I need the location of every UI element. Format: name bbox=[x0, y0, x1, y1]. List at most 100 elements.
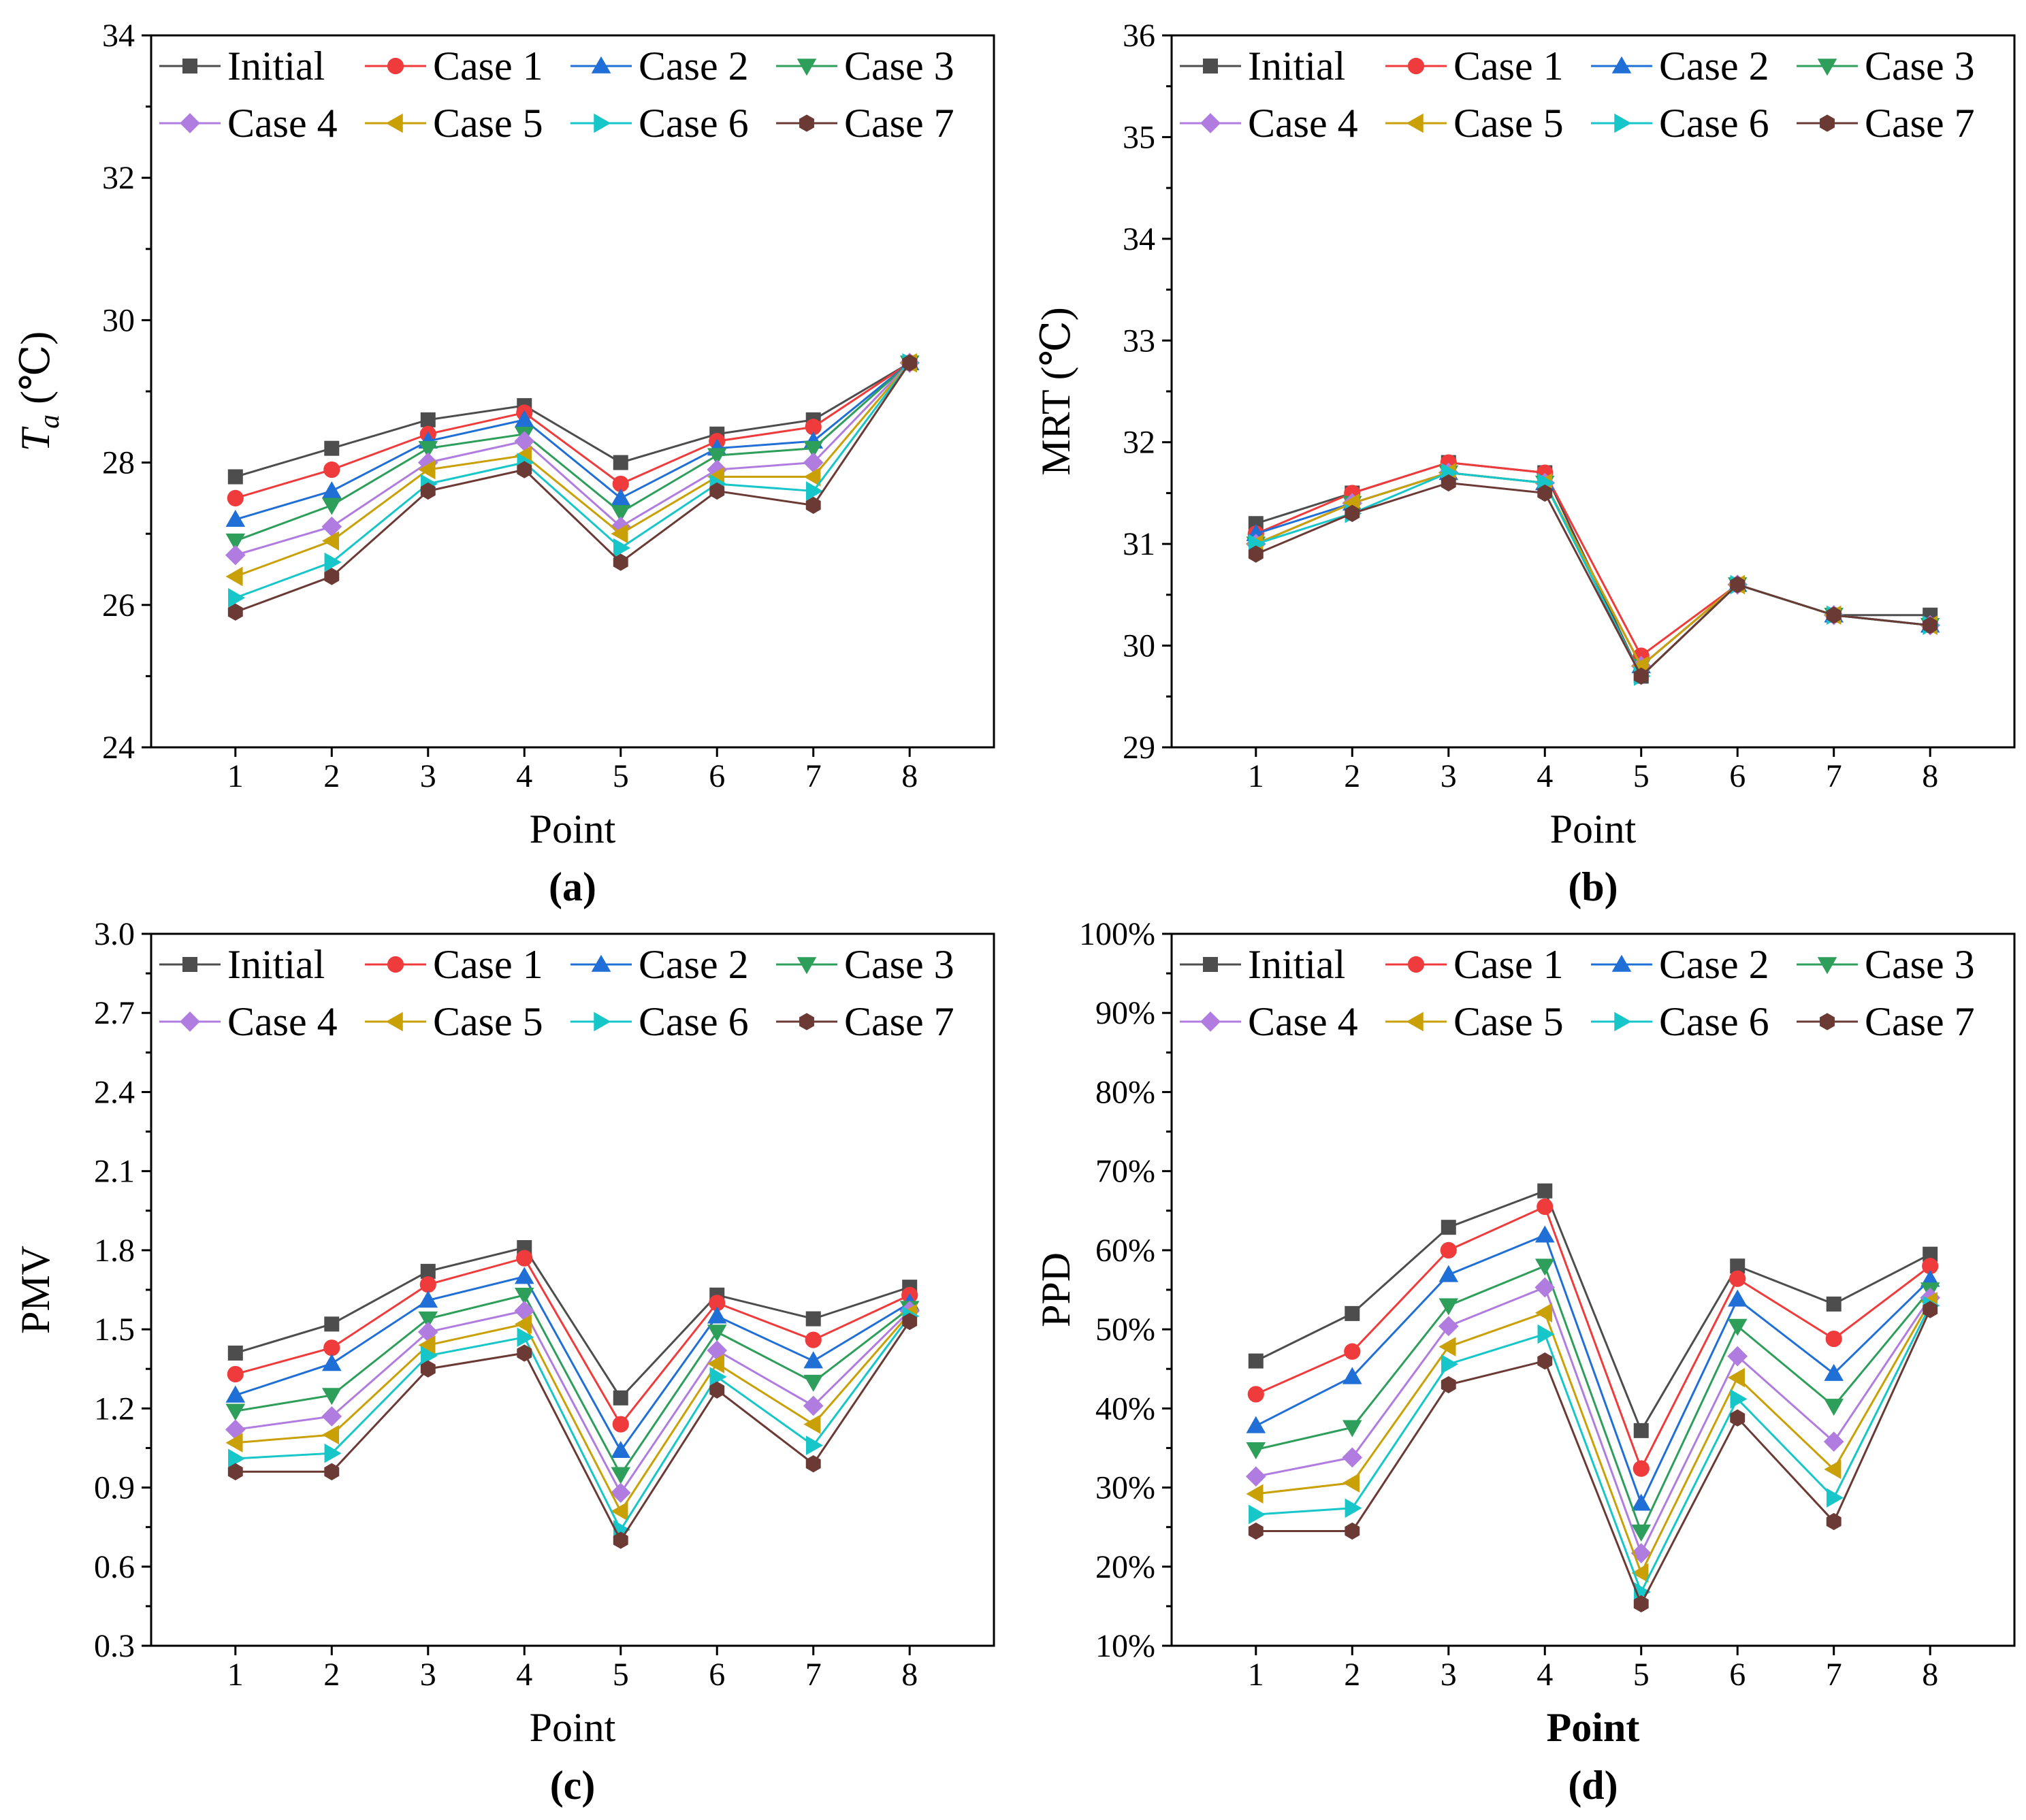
legend-label: Initial bbox=[227, 44, 325, 88]
legend-label: Case 7 bbox=[844, 101, 954, 146]
data-point bbox=[321, 1354, 342, 1371]
x-tick-label: 1 bbox=[227, 758, 244, 794]
y-tick-label: 10% bbox=[1095, 1628, 1155, 1664]
data-point bbox=[611, 523, 628, 544]
legend-marker bbox=[1614, 1011, 1632, 1032]
legend-marker bbox=[594, 1011, 611, 1032]
series-case-6 bbox=[228, 1306, 920, 1540]
x-tick-label: 6 bbox=[709, 1657, 725, 1693]
data-point bbox=[321, 498, 342, 515]
legend-marker bbox=[591, 954, 611, 972]
data-point bbox=[1730, 1389, 1748, 1409]
data-point bbox=[1727, 1346, 1748, 1367]
legend: Initial Case 1 Case 2 Case 3 Case 4 Case 5 Cas… bbox=[1180, 942, 1975, 1044]
series-line bbox=[1255, 1286, 1931, 1556]
x-tick-label: 3 bbox=[1441, 1657, 1457, 1693]
series-line bbox=[235, 362, 911, 613]
data-point bbox=[611, 1467, 631, 1484]
panel-label: (a) bbox=[549, 864, 596, 909]
y-axis-title: PPD bbox=[1033, 1252, 1078, 1327]
legend-marker bbox=[797, 957, 817, 975]
data-point bbox=[227, 1463, 243, 1480]
series-case-7 bbox=[1248, 1301, 1938, 1613]
legend-marker bbox=[1611, 954, 1632, 972]
legend-marker bbox=[180, 113, 200, 133]
y-tick-label: 33 bbox=[1123, 323, 1155, 359]
legend-label: Case 7 bbox=[844, 999, 954, 1044]
data-point bbox=[707, 1325, 727, 1342]
data-point bbox=[225, 566, 243, 587]
data-point bbox=[1633, 1460, 1650, 1477]
data-point bbox=[1342, 1447, 1363, 1468]
data-point bbox=[324, 552, 342, 572]
data-point bbox=[1249, 1504, 1266, 1525]
series-line bbox=[1255, 1301, 1931, 1576]
y-tick-label: 3.0 bbox=[94, 916, 135, 952]
series-line bbox=[235, 1312, 911, 1514]
series-case-2 bbox=[1246, 1225, 1940, 1511]
series-line bbox=[1255, 481, 1931, 678]
x-tick-label: 4 bbox=[516, 1657, 532, 1693]
data-point bbox=[225, 1419, 246, 1440]
data-point bbox=[709, 482, 725, 500]
legend-marker bbox=[594, 113, 611, 133]
data-point bbox=[514, 1288, 534, 1305]
data-point bbox=[1727, 1318, 1748, 1336]
series-case-7 bbox=[227, 1312, 918, 1549]
y-tick-label: 80% bbox=[1095, 1074, 1155, 1110]
data-point bbox=[1826, 1296, 1842, 1312]
series-line bbox=[235, 1246, 910, 1400]
data-point bbox=[420, 1263, 436, 1279]
data-point bbox=[1730, 1258, 1746, 1274]
series-case-5 bbox=[1246, 1292, 1937, 1583]
chart-panel-4: 10% 20% 30% 40% 50% 60% 70% 80% 90% 100% 1 2 3 4 5 6 7 8 P… bbox=[1033, 916, 2016, 1808]
x-tick-label: 1 bbox=[1248, 1657, 1264, 1693]
data-point bbox=[611, 1501, 628, 1521]
data-point bbox=[1246, 1442, 1266, 1460]
series-case-7 bbox=[227, 354, 918, 621]
data-point bbox=[1730, 576, 1746, 594]
data-point bbox=[517, 461, 532, 478]
data-point bbox=[418, 1290, 438, 1308]
legend-label: Case 4 bbox=[227, 999, 338, 1044]
data-point bbox=[1923, 1301, 1938, 1318]
data-point bbox=[611, 505, 631, 523]
y-tick-label: 30 bbox=[1123, 628, 1155, 664]
legend-label: Case 1 bbox=[433, 44, 543, 88]
data-point bbox=[321, 1388, 342, 1405]
data-point bbox=[902, 1312, 918, 1331]
legend: Initial Case 1 Case 2 Case 3 Case 4 Case 5 Cas… bbox=[159, 44, 954, 146]
data-point bbox=[1345, 1305, 1360, 1321]
data-point bbox=[1537, 1198, 1554, 1216]
y-tick-label: 20% bbox=[1095, 1549, 1155, 1585]
data-point bbox=[1537, 1324, 1555, 1344]
data-point bbox=[227, 1365, 244, 1383]
data-point bbox=[1246, 1484, 1264, 1504]
data-point bbox=[225, 1403, 246, 1421]
x-axis-title: Point bbox=[1547, 1705, 1640, 1750]
series-case-3 bbox=[225, 1288, 920, 1484]
x-tick-label: 6 bbox=[1729, 1657, 1746, 1693]
y-axis-title: PMV bbox=[13, 1246, 58, 1334]
data-point bbox=[612, 475, 629, 493]
data-point bbox=[1438, 1298, 1459, 1316]
x-tick-label: 7 bbox=[805, 1657, 822, 1693]
data-point bbox=[1825, 1330, 1842, 1348]
data-point bbox=[1345, 1498, 1362, 1518]
data-point bbox=[1245, 1466, 1266, 1487]
data-point bbox=[707, 448, 727, 466]
x-tick-label: 2 bbox=[323, 1657, 340, 1693]
data-point bbox=[610, 516, 631, 537]
data-point bbox=[612, 1416, 629, 1433]
x-tick-label: 7 bbox=[1826, 758, 1842, 794]
data-point bbox=[1727, 1289, 1748, 1307]
data-point bbox=[709, 1295, 726, 1312]
data-point bbox=[228, 588, 246, 608]
data-point bbox=[1345, 504, 1360, 522]
y-tick-label: 0.3 bbox=[94, 1628, 135, 1664]
legend-label: Case 2 bbox=[1659, 44, 1769, 88]
data-point bbox=[324, 1463, 340, 1480]
data-point bbox=[611, 1441, 631, 1459]
